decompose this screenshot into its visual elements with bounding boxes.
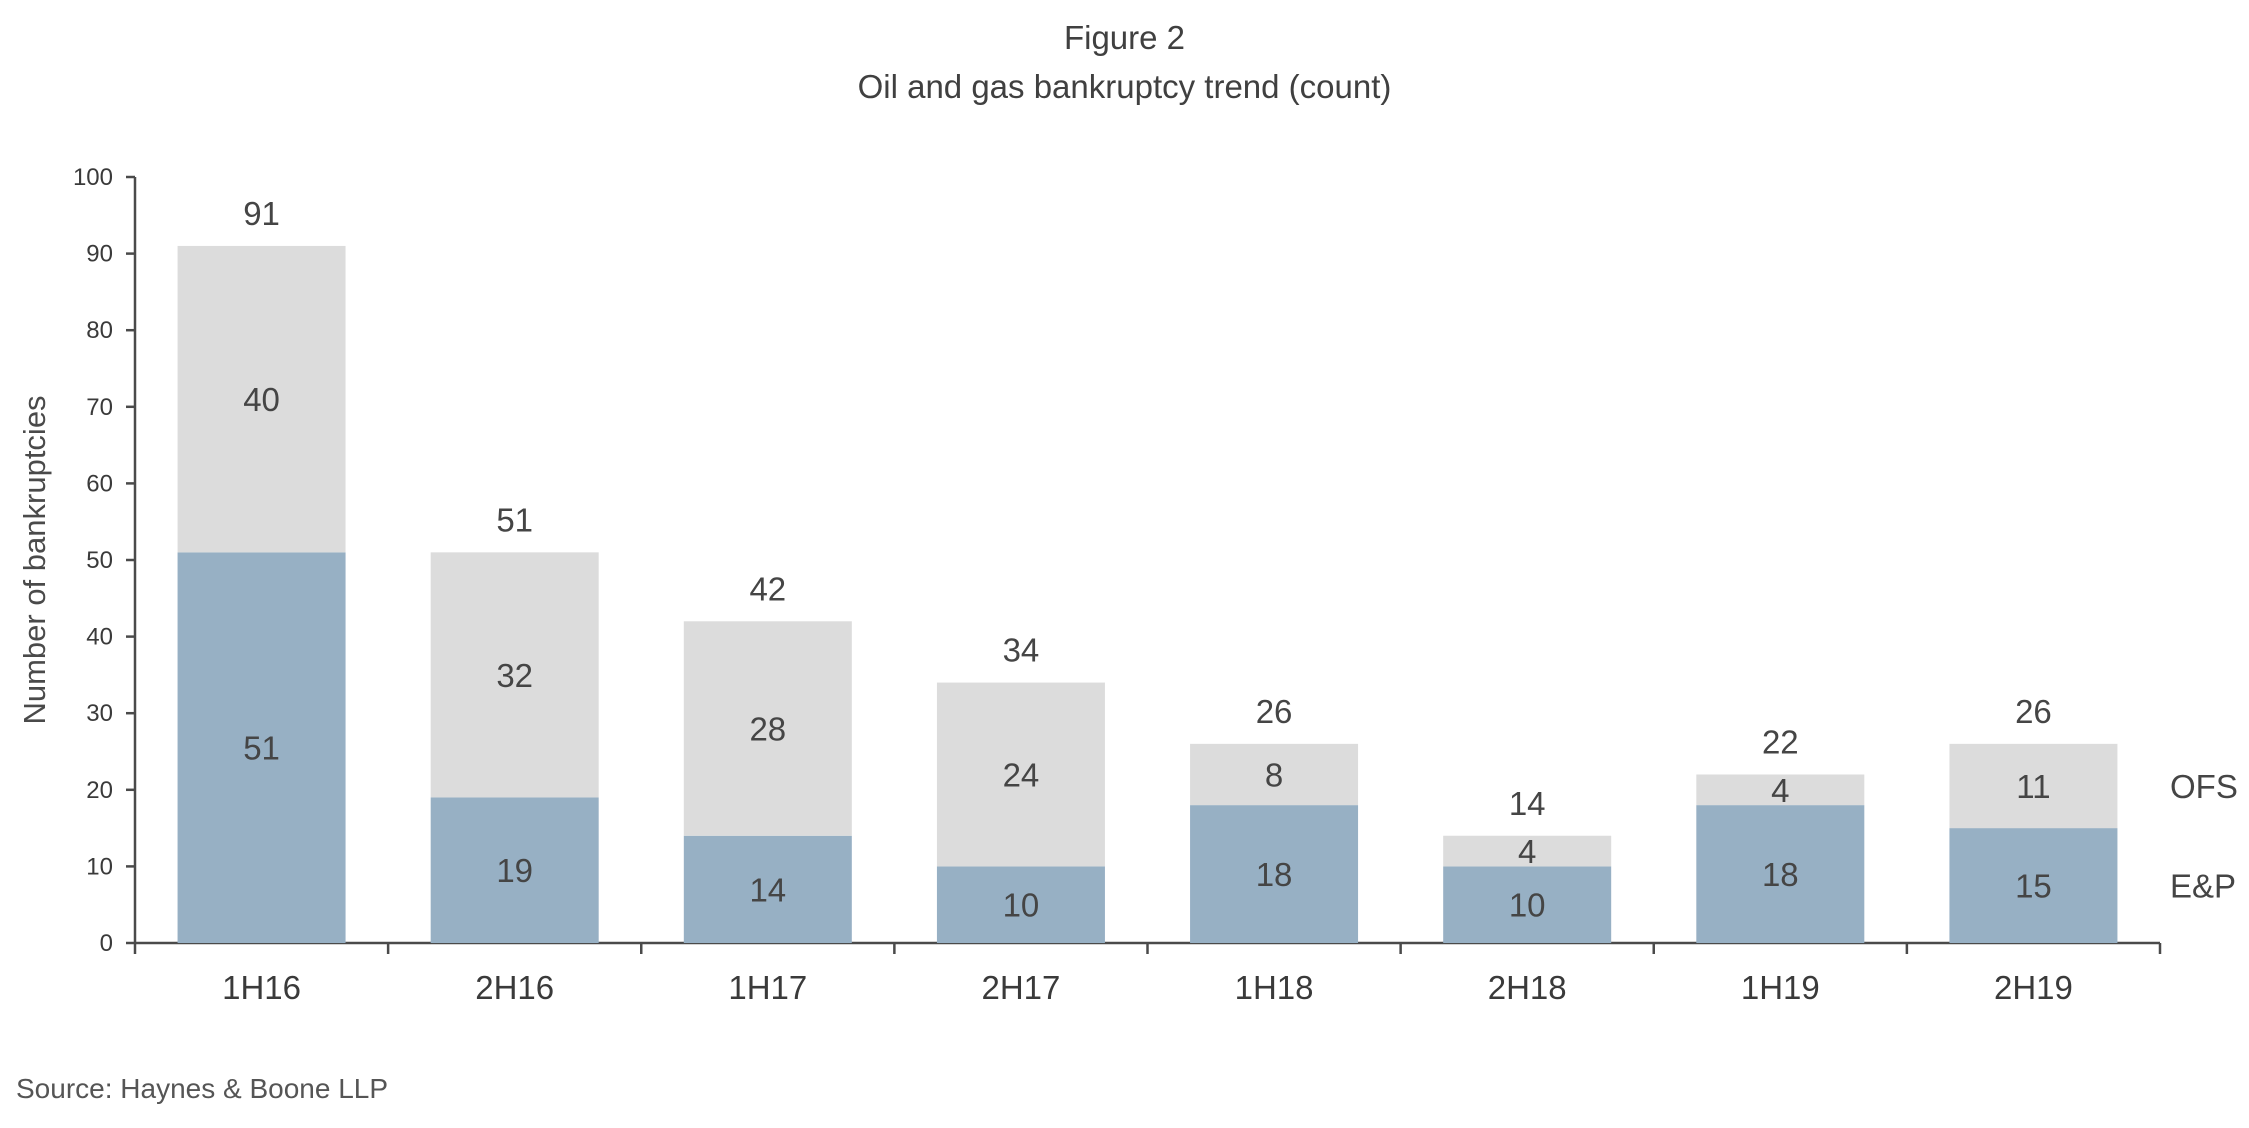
- source-note: Source: Haynes & Boone LLP: [16, 1073, 388, 1105]
- y-axis-title: Number of bankruptcies: [17, 395, 52, 724]
- bars: [178, 246, 2118, 943]
- x-tick-label: 2H18: [1488, 969, 1567, 1006]
- total-label: 22: [1762, 723, 1799, 760]
- total-label: 51: [496, 501, 533, 538]
- y-tick-label: 0: [100, 930, 113, 957]
- segment-label: 40: [243, 381, 280, 418]
- y-tick-label: 40: [86, 624, 113, 651]
- y-tick-label: 10: [86, 853, 113, 880]
- total-label: 26: [2015, 693, 2052, 730]
- segment-label: 18: [1762, 856, 1799, 893]
- x-tick-label: 1H17: [728, 969, 807, 1006]
- legend-label-ofs: OFS: [2170, 768, 2238, 805]
- segment-label: 18: [1256, 856, 1293, 893]
- y-tick-label: 20: [86, 777, 113, 804]
- segment-label: 10: [1509, 887, 1546, 924]
- segment-label: 24: [1003, 756, 1040, 793]
- total-label: 42: [749, 570, 786, 607]
- y-tick-label: 30: [86, 700, 113, 727]
- legend-label-ep: E&P: [2170, 868, 2236, 905]
- segment-label: 19: [496, 852, 533, 889]
- y-tick-label: 50: [86, 547, 113, 574]
- segment-label: 4: [1518, 833, 1536, 870]
- total-label: 26: [1256, 693, 1293, 730]
- legend: E&P OFS: [2170, 768, 2238, 905]
- segment-label: 51: [243, 730, 280, 767]
- segment-label: 32: [496, 657, 533, 694]
- segment-label: 4: [1771, 772, 1789, 809]
- x-tick-label: 1H16: [222, 969, 301, 1006]
- y-tick-label: 90: [86, 241, 113, 268]
- segment-label: 14: [749, 871, 786, 908]
- segment-label: 8: [1265, 756, 1283, 793]
- total-label: 91: [243, 195, 280, 232]
- segment-label: 28: [749, 711, 786, 748]
- x-tick-label: 1H18: [1235, 969, 1314, 1006]
- y-tick-label: 100: [73, 164, 113, 191]
- y-tick-label: 60: [86, 470, 113, 497]
- total-label: 14: [1509, 785, 1546, 822]
- y-axis: 0 10 20 30 40 50 60 70 80 90 100: [73, 164, 135, 957]
- segment-label: 10: [1003, 887, 1040, 924]
- segment-label: 11: [2016, 768, 2050, 805]
- x-axis: 1H16 2H16 1H17 2H17 1H18 2H18 1H19 2H19: [135, 943, 2160, 1006]
- x-tick-label: 2H16: [475, 969, 554, 1006]
- y-tick-label: 80: [86, 317, 113, 344]
- y-tick-label: 70: [86, 394, 113, 421]
- x-tick-label: 1H19: [1741, 969, 1820, 1006]
- segment-label: 15: [2015, 868, 2052, 905]
- stacked-bar-chart: 0102030405060708090100 1H16 2H16 1H17 2H17 1…: [0, 0, 2249, 1128]
- x-tick-label: 2H19: [1994, 969, 2073, 1006]
- total-label: 34: [1003, 632, 1040, 669]
- x-tick-label: 2H17: [981, 969, 1060, 1006]
